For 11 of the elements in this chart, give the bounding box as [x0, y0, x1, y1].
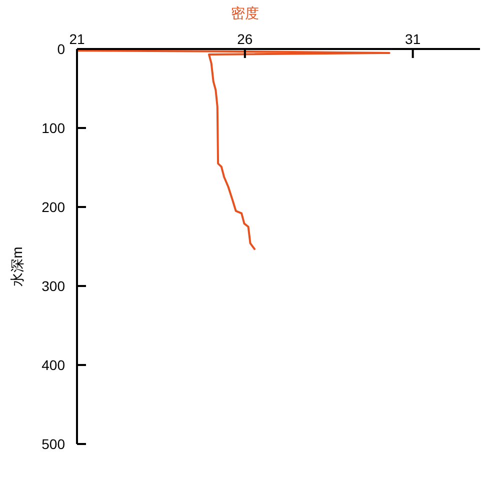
- y-tick-label: 200: [42, 199, 66, 215]
- y-tick-label: 500: [42, 436, 66, 452]
- x-axis-title: 密度: [230, 5, 259, 21]
- y-tick-label: 0: [57, 41, 66, 57]
- x-tick-label: 26: [237, 31, 253, 47]
- y-tick-label: 300: [42, 278, 66, 294]
- y-tick-label: 100: [42, 120, 66, 136]
- x-tick-label: 21: [69, 31, 85, 47]
- y-tick-label: 400: [42, 357, 66, 373]
- x-tick-label: 31: [405, 31, 421, 47]
- y-axis-title: 水深m: [9, 246, 25, 286]
